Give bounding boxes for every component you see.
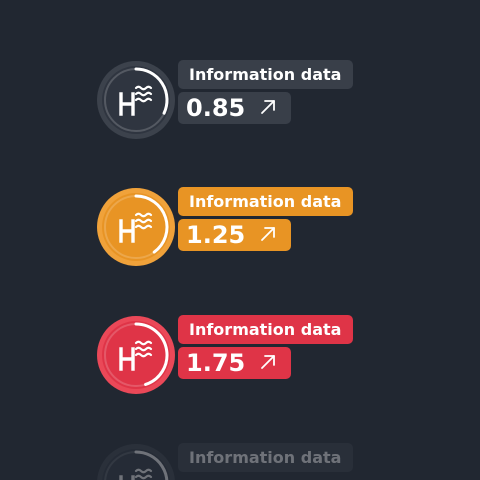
gauge-inner-disc (102, 449, 170, 480)
info-label: Information data (178, 187, 354, 216)
hydrogen-wave-icon (116, 335, 156, 375)
info-value: 1.75 (186, 349, 246, 377)
gauge-ring (96, 443, 176, 480)
info-value: 0.85 (186, 94, 246, 122)
info-value-pill: 1.25 (178, 219, 292, 251)
gauge-track (104, 451, 168, 480)
arrow-up-right-icon (259, 98, 277, 116)
info-widget[interactable]: Information data 1.25 (96, 187, 386, 267)
info-widget[interactable]: Information data 1.75 (96, 315, 386, 395)
info-label: Information data (178, 443, 354, 472)
arrow-up-right-icon (259, 225, 277, 243)
info-widget[interactable]: Information data 0.85 (96, 60, 386, 140)
info-value: 1.25 (186, 221, 246, 249)
gauge-level-arc (134, 322, 169, 386)
gauge-outer-ring (97, 444, 175, 480)
gauge-level-arc (134, 67, 169, 115)
gauge-level-arc (134, 450, 169, 480)
info-label: Information data (178, 315, 354, 344)
arrow-up-right-icon (259, 353, 277, 371)
hydrogen-wave-icon (116, 80, 156, 120)
info-label: Information data (178, 60, 354, 89)
hydrogen-wave-icon (116, 207, 156, 247)
info-value-pill: 1.75 (178, 347, 292, 379)
gauge-level-arc (134, 194, 169, 254)
hydrogen-wave-icon (116, 463, 156, 480)
info-widget[interactable]: Information data (96, 443, 386, 480)
info-value-pill: 0.85 (178, 92, 292, 124)
